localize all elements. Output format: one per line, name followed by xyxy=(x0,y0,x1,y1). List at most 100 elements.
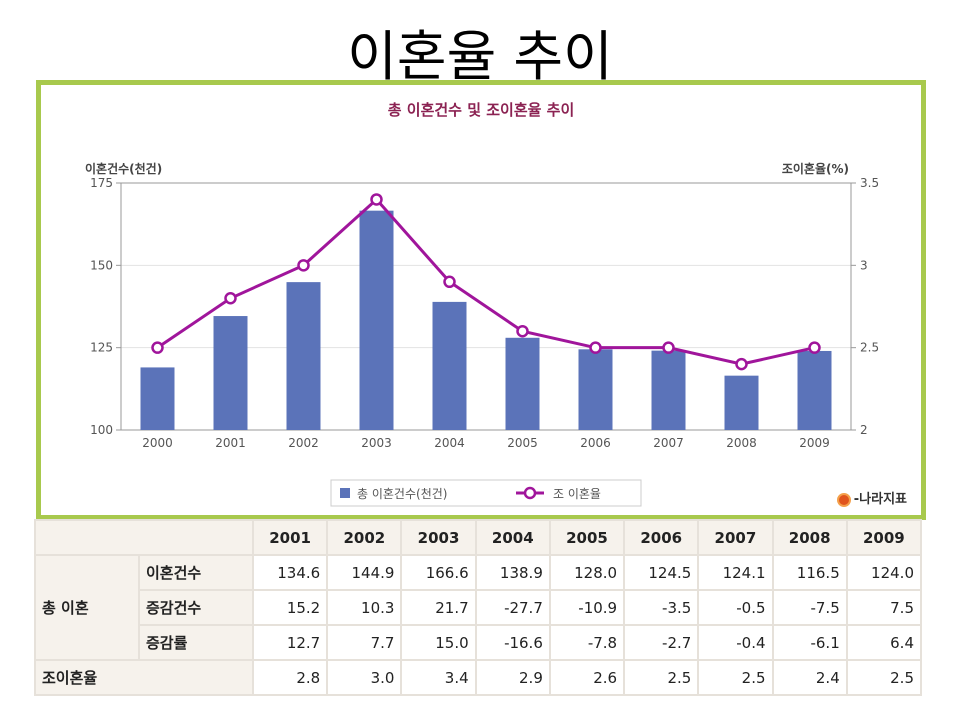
table-cell: 15.0 xyxy=(400,624,477,661)
y-left-tick-label: 175 xyxy=(90,176,113,190)
x-tick-label: 2004 xyxy=(434,436,465,450)
x-tick-label: 2003 xyxy=(361,436,392,450)
table-header-row: 2001 2002 2003 2004 2005 2006 2007 2008 … xyxy=(34,519,923,556)
table-cell: -16.6 xyxy=(474,624,551,661)
legend-line-marker xyxy=(523,486,537,500)
chart-frame: 총 이혼건수 및 조이혼율 추이 이혼건수(천건) 조이혼율(%) 100 125 150… xyxy=(36,80,926,520)
table-cell: 166.6 xyxy=(400,554,477,591)
y-right-tick-label: 3 xyxy=(860,258,868,272)
table-cell: 3.0 xyxy=(326,659,403,696)
table-cell: 6.4 xyxy=(845,624,923,661)
legend-bar-swatch xyxy=(340,488,350,498)
table-cell: 124.1 xyxy=(697,554,774,591)
table-cell: 21.7 xyxy=(400,589,477,626)
line-point xyxy=(662,341,675,354)
table-cell: 3.4 xyxy=(400,659,477,696)
line-point xyxy=(370,193,383,206)
bar xyxy=(432,301,467,430)
table-cell: -3.5 xyxy=(623,589,700,626)
y-axis-left-title: 이혼건수(천건) xyxy=(85,161,162,176)
bar xyxy=(724,375,759,430)
table-cell: -0.5 xyxy=(697,589,774,626)
y-right-tick-label: 2.5 xyxy=(860,341,879,355)
table-row: 증감률 12.7 7.7 15.0 -16.6 -7.8 -2.7 -0.4 -… xyxy=(35,624,923,661)
row-label: 조이혼율 xyxy=(34,659,254,696)
line-point xyxy=(443,275,456,289)
table-cell: 144.9 xyxy=(326,554,403,591)
table-cell: -6.1 xyxy=(771,624,848,661)
legend-box xyxy=(330,479,642,507)
bar xyxy=(797,350,832,430)
source-label: -나라지표 xyxy=(853,492,907,507)
bar xyxy=(213,316,248,430)
y-left-tick-label: 150 xyxy=(90,258,113,272)
bar xyxy=(651,350,686,430)
table-cell: -7.5 xyxy=(771,589,848,626)
series-line xyxy=(156,197,815,366)
source-logo: -나라지표 xyxy=(836,488,907,507)
slide-title: 이혼율 추이 xyxy=(347,25,613,88)
year-header: 2009 xyxy=(845,519,923,556)
table-cell: 2.5 xyxy=(623,659,700,696)
year-header: 2001 xyxy=(251,519,329,556)
data-table: 2001 2002 2003 2004 2005 2006 2007 2008 … xyxy=(34,519,923,696)
table-cell: 116.5 xyxy=(771,554,848,591)
table-cell: 10.3 xyxy=(326,589,403,626)
year-header: 2003 xyxy=(400,519,477,556)
x-tick-label: 2002 xyxy=(288,436,319,450)
x-tick-label: 2009 xyxy=(799,436,830,450)
y-right-tick-label: 2 xyxy=(860,423,868,437)
table-cell: -0.4 xyxy=(697,624,774,661)
table-cell: 124.5 xyxy=(623,554,700,591)
legend-bar-label: 총 이혼건수(천건) xyxy=(357,486,447,501)
legend-line-label: 조 이혼율 xyxy=(553,487,601,501)
line-point xyxy=(808,341,821,354)
x-tick-label: 2001 xyxy=(215,436,246,450)
bar xyxy=(505,337,540,430)
row-label: 증감률 xyxy=(138,624,254,661)
bar xyxy=(286,282,321,430)
year-header: 2005 xyxy=(548,519,626,556)
line-point xyxy=(516,324,529,338)
x-tick-label: 2008 xyxy=(726,436,757,450)
bar xyxy=(140,367,175,430)
table-cell: 128.0 xyxy=(548,554,626,591)
line-point xyxy=(151,341,164,354)
corner-cell xyxy=(34,519,254,556)
y-left-tick-label: 125 xyxy=(90,341,113,355)
table-cell: 138.9 xyxy=(474,554,551,591)
y-right-tick-label: 3.5 xyxy=(860,176,879,190)
line-point xyxy=(589,341,602,354)
table-cell: 12.7 xyxy=(251,624,329,661)
x-tick-label: 2007 xyxy=(653,436,684,450)
line-point xyxy=(735,357,748,371)
bar xyxy=(359,210,394,430)
table-cell: 2.5 xyxy=(845,659,923,696)
table-cell: 134.6 xyxy=(251,554,329,591)
table-cell: 2.9 xyxy=(474,659,551,696)
table-row: 증감건수 15.2 10.3 21.7 -27.7 -10.9 -3.5 -0.… xyxy=(35,589,923,626)
table-cell: 7.7 xyxy=(326,624,403,661)
bar xyxy=(578,349,613,430)
row-label: 이혼건수 xyxy=(138,554,254,591)
table-cell: 15.2 xyxy=(251,589,329,626)
y-axis-right-title: 조이혼율(%) xyxy=(782,161,849,176)
table-cell: -27.7 xyxy=(474,589,551,626)
table-cell: 2.4 xyxy=(771,659,848,696)
table-row: 조이혼율 2.8 3.0 3.4 2.9 2.6 2.5 2.5 2.4 2.5 xyxy=(34,659,923,696)
chart-title: 총 이혼건수 및 조이혼율 추이 xyxy=(388,101,575,119)
table-cell: 7.5 xyxy=(845,589,923,626)
table-cell: 2.6 xyxy=(548,659,626,696)
x-tick-label: 2000 xyxy=(142,436,173,450)
x-tick-label: 2006 xyxy=(580,436,611,450)
table-cell: -10.9 xyxy=(548,589,626,626)
table-cell: 2.5 xyxy=(697,659,774,696)
table-cell: 2.8 xyxy=(251,659,329,696)
year-header: 2007 xyxy=(697,519,774,556)
year-header: 2002 xyxy=(326,519,403,556)
line-point xyxy=(297,259,310,272)
year-header: 2004 xyxy=(474,519,551,556)
nara-logo-icon xyxy=(836,492,851,507)
year-header: 2006 xyxy=(623,519,700,556)
